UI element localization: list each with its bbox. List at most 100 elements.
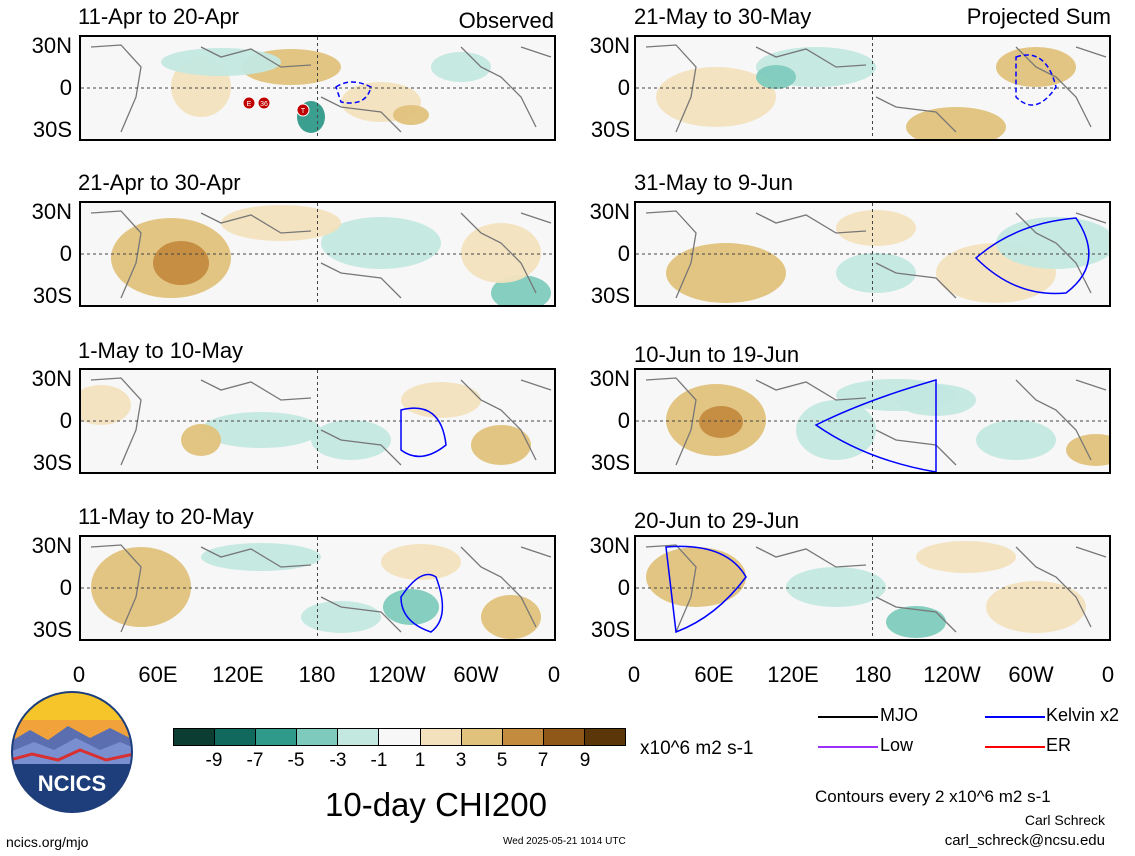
lon-label: 180	[854, 662, 892, 687]
panel-title-6: 31-May to 9-Jun	[634, 170, 793, 195]
anomaly-blob	[201, 543, 321, 571]
lon-label: 60W	[1008, 662, 1054, 687]
anomaly-blob	[986, 581, 1086, 633]
lat-label: 30N	[589, 33, 630, 58]
lat-label: 0	[59, 241, 72, 266]
website-link[interactable]: ncics.org/mjo	[6, 834, 89, 850]
map-panel-6	[634, 201, 1111, 307]
kelvin-contour	[400, 573, 444, 633]
map-panel-1: E 36 T	[79, 35, 556, 141]
author-email: carl_schreck@ncsu.edu	[944, 832, 1105, 849]
kelvin-contour	[335, 81, 372, 104]
anomaly-map	[636, 537, 1109, 639]
colorbar-label: -3	[329, 750, 347, 771]
anomaly-blob	[311, 420, 391, 460]
lon-label: 60E	[694, 662, 734, 687]
lat-label: 30S	[590, 117, 630, 142]
coastline	[90, 377, 552, 466]
storm-marker	[296, 103, 310, 117]
anomaly-blob	[301, 601, 381, 633]
panel-title-8: 20-Jun to 29-Jun	[634, 508, 800, 533]
kelvin-contour	[665, 545, 747, 634]
colorbar-swatch	[420, 729, 462, 745]
anomaly-blob	[666, 243, 786, 303]
colorbar-label: -5	[287, 750, 305, 771]
anomaly-blob	[91, 547, 191, 627]
coastline	[90, 544, 552, 633]
lat-label: 0	[617, 241, 630, 266]
colorbar-label: 3	[455, 750, 467, 771]
lat-label: 30N	[589, 366, 630, 391]
panel-title-1: 11-Apr to 20-Apr	[78, 4, 240, 29]
colorbar-swatch	[297, 729, 339, 745]
anomaly-blob	[976, 420, 1056, 460]
map-panel-7	[634, 368, 1111, 474]
anomaly-blob	[431, 52, 491, 82]
lat-label: 30S	[590, 617, 630, 642]
map-panel-2	[79, 201, 556, 307]
coastline	[645, 377, 1107, 466]
map-panel-8	[634, 535, 1111, 641]
figure-title: 10-day CHI200	[325, 786, 547, 823]
colorbar-label: -9	[205, 750, 223, 771]
anomaly-blob	[81, 385, 131, 425]
anomaly-blob	[181, 424, 221, 456]
colorbar-label: -1	[370, 750, 388, 771]
anomaly-blob	[161, 48, 281, 76]
anomaly-blob	[656, 67, 776, 127]
panel-title-4: 11-May to 20-May	[78, 504, 254, 529]
colorbar-swatch	[215, 729, 257, 745]
colorbar-swatch	[174, 729, 216, 745]
anomaly-blob	[471, 425, 531, 465]
legend-line-mjo	[818, 716, 878, 718]
colorbar-label: 7	[537, 750, 549, 771]
colorbar-swatch	[502, 729, 544, 745]
kelvin-contour	[400, 407, 447, 458]
lat-label: 30N	[589, 199, 630, 224]
anomaly-map	[636, 203, 1109, 305]
colorbar-swatch	[543, 729, 585, 745]
anomaly-map: E 36 T	[81, 37, 554, 139]
anomaly-blob	[321, 217, 441, 269]
anomaly-blob	[886, 606, 946, 638]
anomaly-blob	[221, 205, 341, 241]
coastline	[645, 44, 1107, 133]
storm-marker	[257, 96, 271, 110]
lat-label: 30N	[31, 533, 72, 558]
storm-marker-label: E	[247, 101, 252, 108]
lat-label: 30S	[590, 450, 630, 475]
kelvin-contour	[814, 379, 937, 472]
legend-line-kelvin	[985, 716, 1045, 718]
anomaly-blob	[383, 589, 439, 625]
lat-label: 30S	[32, 617, 72, 642]
anomaly-blob	[786, 567, 886, 607]
legend-label-mjo: MJO	[880, 705, 918, 725]
lon-label: 0	[627, 662, 641, 687]
lat-label: 0	[59, 575, 72, 600]
lat-label: 0	[59, 75, 72, 100]
lat-label: 30S	[32, 450, 72, 475]
lon-label: 120W	[368, 662, 426, 687]
anomaly-blob	[916, 541, 1016, 573]
map-panel-4	[79, 535, 556, 641]
anomaly-blob	[1066, 434, 1109, 466]
svg-text:NCICS: NCICS	[38, 771, 106, 796]
lat-label: 30S	[590, 283, 630, 308]
coastline	[645, 210, 1107, 299]
lon-label: 60W	[453, 662, 499, 687]
anomaly-map	[81, 537, 554, 639]
legend-line-low	[818, 746, 878, 748]
anomaly-blob	[906, 107, 1006, 139]
colorbar	[173, 728, 626, 746]
legend-line-er	[985, 746, 1045, 748]
anomaly-blob	[796, 400, 876, 460]
legend-label-kelvin: Kelvin x2	[1046, 705, 1120, 725]
lon-label: 120W	[923, 662, 981, 687]
panel-title-3: 1-May to 10-May	[78, 338, 244, 363]
lon-label: 120E	[212, 662, 264, 687]
lat-label: 30S	[32, 283, 72, 308]
legend-label-er: ER	[1046, 735, 1072, 755]
kelvin-contour	[974, 217, 1090, 295]
lat-label: 30N	[31, 366, 72, 391]
anomaly-map	[81, 370, 554, 472]
